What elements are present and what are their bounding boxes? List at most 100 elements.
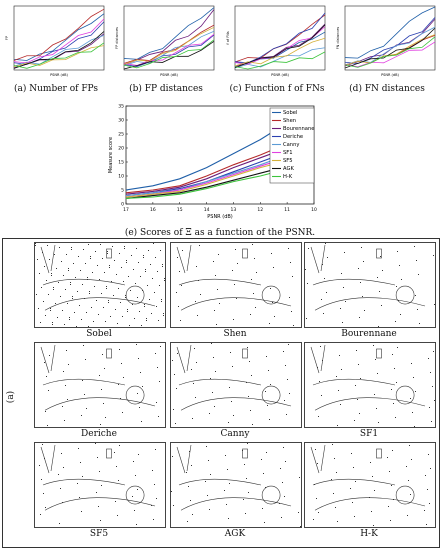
noise-dot [112,246,113,247]
noise-dot [176,292,177,293]
noise-dot [244,464,245,465]
noise-dot [64,420,65,421]
noise-dot [335,507,336,508]
edge-curve [44,397,156,411]
edge-curve [40,244,56,274]
noise-dot [117,323,118,324]
noise-dot [151,505,152,506]
noise-dot [235,249,236,250]
edge-curve [42,479,126,486]
noise-dot [264,522,265,523]
noise-dot [427,489,428,490]
noise-dot [395,417,396,418]
noise-dot [41,287,42,288]
small-series-line [234,47,326,69]
noise-dot [325,243,326,244]
noise-dot [243,499,244,500]
noise-dot [127,309,128,310]
noise-dot [47,425,48,426]
small-plot-area [344,5,436,71]
small-series-line [13,31,105,69]
noise-dot [269,323,270,324]
small-plot-ylabel: f of FNs [226,31,230,44]
noise-dot [65,289,66,290]
edge-map-label: Deriche [81,429,117,439]
noise-dot [96,492,97,493]
legend-label: H-K [283,174,293,180]
noise-dot [140,276,141,277]
noise-dot [105,417,106,418]
noise-dot [80,462,81,463]
noise-dot [387,457,388,458]
noise-dot [89,291,90,292]
noise-dot [380,256,381,257]
legend-label: SF1 [283,150,293,156]
edge-circle [395,385,415,405]
noise-dot [144,304,145,305]
noise-dot [106,286,107,287]
noise-dot [194,348,195,349]
noise-dot [71,247,72,248]
noise-dot [66,350,67,351]
noise-dot [85,359,86,360]
noise-dot [377,277,378,278]
noise-dot [40,322,41,323]
noise-dot [133,269,134,270]
noise-dot [248,492,249,493]
x-tick-label: 16 [150,207,156,213]
noise-dot [412,412,413,413]
noise-dot [410,398,411,399]
noise-dot [158,416,159,417]
noise-dot [430,468,431,469]
noise-dot [155,449,156,450]
noise-dot [359,413,360,414]
noise-dot [162,266,163,267]
noise-dot [285,365,286,366]
noise-dot [58,474,59,475]
noise-dot [358,364,359,365]
edge-curve [44,497,156,511]
edge-curve [180,297,292,311]
small-series-line [123,30,215,67]
noise-dot [156,306,157,307]
noise-dot [100,520,101,521]
noise-dot [86,312,87,313]
noise-dot [58,282,59,283]
noise-dot [214,406,215,407]
noise-dot [175,423,176,424]
noise-dot [114,452,115,453]
y-tick-label: 10 [118,174,124,180]
noise-dot [355,385,356,386]
noise-dot [354,516,355,517]
noise-dot [283,447,284,448]
noise-dot [357,399,358,400]
noise-dot [227,469,228,470]
noise-dot [190,500,191,501]
noise-dot [78,256,79,257]
noise-dot [271,253,272,254]
edge-map-drawing [305,243,435,327]
noise-dot [136,344,137,345]
legend-label: Canny [283,142,299,148]
noise-dot [375,359,376,360]
noise-dot [53,289,54,290]
noise-dot [50,308,51,309]
noise-dot [364,310,365,311]
edge-map-drawing [171,443,301,527]
small-series-line [344,41,436,68]
y-tick-label: 30 [118,118,124,124]
small-series-line [344,27,436,69]
noise-dot [322,360,323,361]
noise-dot [164,278,165,279]
noise-dot [159,381,160,382]
noise-dot [356,350,357,351]
edge-map-drawing [40,344,161,426]
small-plot-area [234,5,326,71]
noise-dot [396,286,397,287]
noise-dot [186,472,187,473]
noise-dot [280,468,281,469]
edge-curve [42,279,126,286]
noise-dot [360,378,361,379]
noise-dot [141,421,142,422]
noise-dot [154,484,155,485]
